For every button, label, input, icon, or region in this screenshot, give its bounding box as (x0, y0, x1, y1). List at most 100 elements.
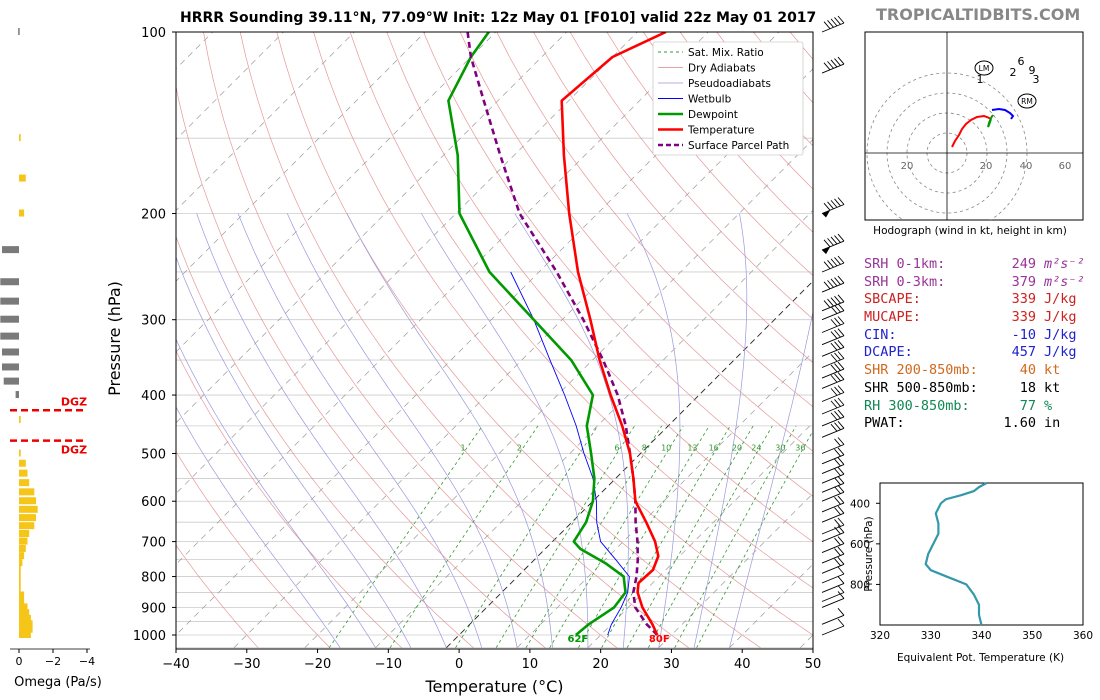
wind-barb-flag (823, 21, 831, 30)
x-tick-label: 20 (592, 657, 609, 672)
omega-bar (2, 246, 19, 254)
wind-barb-flag (837, 275, 845, 284)
wind-barb (821, 466, 845, 484)
stat-label: CIN: (864, 326, 897, 343)
wind-barb-pennant (822, 247, 830, 255)
chart-title: HRRR Sounding 39.11°N, 77.09°W Init: 12z… (180, 10, 817, 26)
omega-bar (19, 609, 30, 617)
stat-label: PWAT: (864, 415, 905, 432)
wind-barb-staff (821, 614, 845, 625)
mix-ratio-line (578, 425, 710, 648)
omega-bar (19, 591, 25, 599)
dry-adiabat (176, 84, 546, 649)
wind-barb-staff (821, 323, 845, 333)
stat-row: RH 300-850mb: 77% (864, 398, 1094, 416)
stat-row: DCAPE: 457 J/kg (864, 344, 1094, 362)
wind-barb-flag (834, 317, 841, 326)
wind-barb-flag (830, 331, 838, 339)
pseudoadiabat (176, 256, 412, 648)
y-tick-label: 800 (141, 571, 166, 586)
theta-e-x-tick-label: 350 (1022, 630, 1042, 642)
omega-bar (19, 572, 21, 580)
stat-row: MUCAPE: 339 J/kg (864, 309, 1094, 327)
y-tick-label: 200 (141, 208, 166, 223)
mix-ratio-line (601, 425, 731, 648)
wind-barb-flag (830, 342, 838, 351)
wind-barb-staff (821, 310, 845, 321)
theta-e-y-tick-label: 800 (850, 579, 870, 591)
pseudoadiabat (196, 213, 447, 648)
stat-unit: kt (1044, 362, 1061, 379)
stat-value: 40 (1019, 362, 1036, 379)
omega-bar (19, 522, 35, 530)
wind-barb (821, 476, 845, 493)
legend: Sat. Mix. Ratio Dry Adiabats Pseudoadiabat… (652, 41, 804, 156)
skew-t-plot-area (176, 32, 813, 649)
dry-adiabat (176, 450, 331, 649)
wind-barb-flag (834, 304, 841, 313)
brand-logo[interactable]: TROPICALTIDBITS.COM (876, 5, 1081, 24)
dry-adiabat (176, 544, 259, 649)
mix-ratio-label: 8 (642, 443, 647, 452)
omega-tick-label: −4 (79, 655, 95, 668)
wind-barb-flag (834, 448, 841, 457)
stat-unit: m²s⁻² (1044, 273, 1085, 290)
omega-bar (19, 174, 26, 182)
wind-barb-flag (837, 585, 845, 593)
mix-ratio-label: 36 (795, 443, 805, 452)
wind-barb-flag (834, 277, 841, 285)
omega-bar (19, 209, 25, 217)
wind-barb-flag (837, 351, 845, 359)
isotherm (658, 492, 813, 649)
wind-barb (821, 566, 845, 584)
wind-barb-staff (821, 454, 845, 465)
theta-e-frame (879, 482, 1084, 626)
wind-barb-flag (837, 361, 845, 370)
mix-ratio-line (626, 425, 754, 648)
pseudoadiabat (626, 213, 681, 648)
wind-barb-flag (827, 61, 834, 69)
wind-barb (821, 536, 845, 554)
wind-barb-flag (834, 558, 841, 567)
dry-adiabat (176, 350, 402, 649)
wind-barb-flag (837, 15, 845, 24)
wind-barb-staff (821, 22, 845, 33)
omega-bar (19, 537, 28, 545)
wind-barb-staff (821, 573, 845, 584)
omega-bar (2, 348, 19, 356)
wind-barb-flag (837, 505, 845, 514)
wind-barb-flag (830, 388, 838, 396)
wind-barb-flag (834, 526, 841, 535)
stat-label: DCAPE: (864, 344, 913, 361)
wind-barb-staff (821, 262, 845, 273)
legend-label: Dry Adiabats (688, 63, 756, 75)
stat-unit: kt (1044, 379, 1061, 396)
wind-barb-staff (821, 378, 845, 389)
wind-barb-flag (837, 608, 845, 616)
mix-ratio-label: 20 (732, 443, 742, 452)
pseudoadiabat (176, 406, 341, 648)
hodograph-frame (864, 31, 1084, 221)
legend-label: Pseudoadiabats (688, 78, 771, 90)
isotherm (176, 32, 355, 211)
stat-unit: in (1044, 415, 1061, 432)
wind-barb-flag (834, 548, 841, 556)
wind-barb-flag (837, 618, 845, 627)
isotherm (446, 280, 813, 649)
wind-barb-flag (830, 258, 838, 267)
omega-bar (19, 603, 28, 611)
omega-bar (19, 514, 36, 522)
wind-barb (821, 233, 845, 255)
x-tick-label: −40 (162, 657, 189, 672)
omega-bar (19, 530, 30, 538)
stat-label: SRH 0-1km: (864, 256, 946, 272)
omega-tick-label: 0 (16, 655, 23, 668)
wind-barb-flag (837, 591, 845, 599)
omega-bar (19, 497, 36, 505)
wind-barb-flag (834, 458, 841, 467)
mix-ratio-label: 24 (751, 443, 761, 452)
stat-row: SBCAPE: 339 J/kg (864, 291, 1094, 309)
theta-e-line (924, 482, 988, 626)
wind-barb (821, 484, 845, 502)
dry-adiabat (239, 32, 690, 649)
